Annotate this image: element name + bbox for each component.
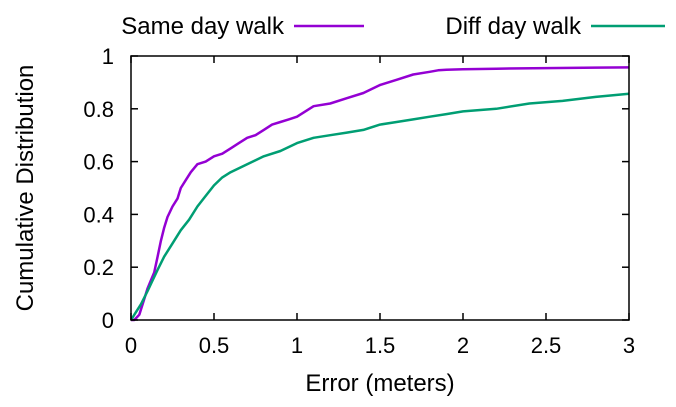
x-tick-label: 2 (457, 333, 469, 358)
legend: Same day walk Diff day walk (121, 13, 665, 40)
series-layer (129, 66, 630, 322)
y-tick-label: 0 (102, 308, 114, 333)
y-tick-label: 0.2 (83, 255, 114, 280)
legend-label-diff-day: Diff day walk (445, 13, 582, 40)
x-tick-label: 0 (125, 333, 137, 358)
y-axis-label: Cumulative Distribution (12, 65, 39, 312)
y-tick-label: 0.6 (83, 150, 114, 175)
y-tick-label: 1 (102, 44, 114, 69)
legend-label-same-day: Same day walk (121, 13, 285, 40)
x-tick-label: 1.5 (365, 333, 396, 358)
x-axis-label: Error (meters) (305, 370, 454, 397)
axes-ticks: 0 0.5 1 1.5 2 2.5 3 0 0.2 0.4 0.6 0.8 1 (83, 44, 635, 358)
y-tick-label: 0.8 (83, 97, 114, 122)
plot-frame (130, 55, 630, 321)
x-tick-label: 1 (291, 333, 303, 358)
y-tick-label: 0.4 (83, 202, 114, 227)
series-line-1 (129, 92, 630, 321)
series-line-0 (131, 66, 630, 322)
x-tick-label: 3 (623, 333, 635, 358)
x-tick-label: 0.5 (199, 333, 230, 358)
x-tick-label: 2.5 (531, 333, 562, 358)
